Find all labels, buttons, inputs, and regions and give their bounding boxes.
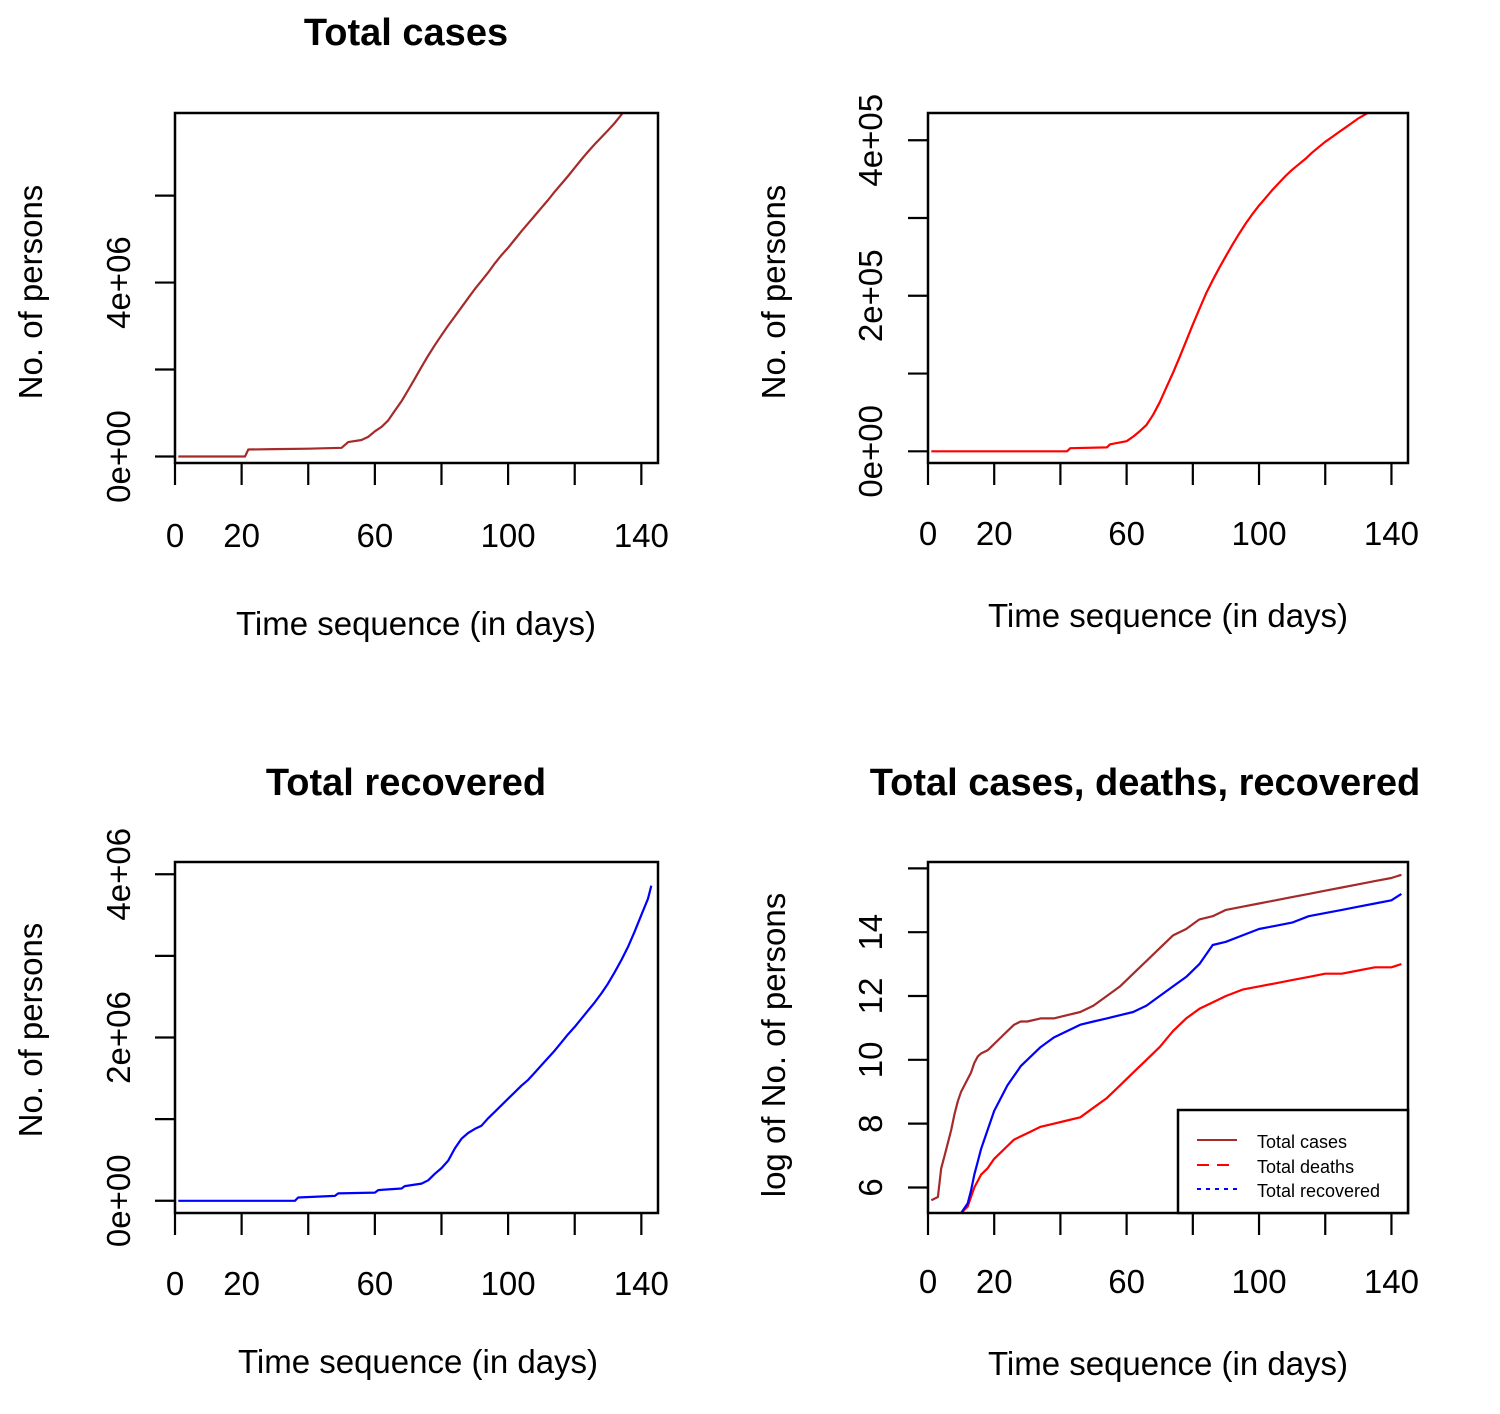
- y-tick-label: 0e+00: [100, 410, 137, 503]
- x-tick-label: 20: [976, 515, 1013, 552]
- y-tick-label: 14: [852, 914, 889, 951]
- series-line-total-recovered: [178, 885, 653, 1202]
- y-axis-label: No. of persons: [755, 185, 792, 400]
- plot-frame: [926, 111, 1410, 465]
- y-tick-label: 4e+06: [100, 236, 137, 329]
- plot-frame: [173, 111, 660, 465]
- x-axis-label: Time sequence (in days): [236, 605, 596, 642]
- y-tick-label: 12: [852, 978, 889, 1015]
- legend-label-total-deaths: Total deaths: [1257, 1157, 1354, 1177]
- series-line-total-deaths: [931, 113, 1370, 453]
- plot-frame: [926, 860, 1410, 1215]
- panel-total-recovered: Total recovered Time sequence (in days) …: [12, 762, 669, 1380]
- x-axis-label: Time sequence (in days): [988, 597, 1348, 634]
- chart-title: Total cases: [304, 12, 508, 54]
- chart-title: Total cases, deaths, recovered: [870, 762, 1421, 804]
- y-tick-label: 8: [852, 1114, 889, 1132]
- series-line-total-cases: [930, 873, 1402, 1202]
- x-tick-label: 140: [1364, 515, 1419, 552]
- series-line-total-deaths: [960, 963, 1402, 1213]
- x-tick-label: 140: [614, 517, 669, 554]
- x-tick-label: 100: [481, 1265, 536, 1302]
- series-group: [931, 113, 1370, 453]
- x-axis-label: Time sequence (in days): [238, 1343, 598, 1380]
- panel-total-deaths: Time sequence (in days) No. of persons 0…: [755, 94, 1419, 634]
- series-line-total-recovered: [960, 892, 1402, 1213]
- x-tick-label: 20: [223, 1265, 260, 1302]
- y-axis-label: log of No. of persons: [755, 893, 792, 1198]
- series-line-total-cases: [178, 113, 625, 458]
- series-group: [178, 113, 625, 458]
- x-tick-label: 60: [357, 1265, 394, 1302]
- y-tick-label: 10: [852, 1041, 889, 1078]
- x-tick-label: 100: [1232, 515, 1287, 552]
- x-tick-label: 60: [1108, 515, 1145, 552]
- y-tick-label: 4e+05: [852, 94, 889, 187]
- x-axis-label: Time sequence (in days): [988, 1345, 1348, 1382]
- y-axis-label: No. of persons: [12, 185, 49, 400]
- y-tick-label: 4e+06: [100, 828, 137, 921]
- x-tick-label: 20: [223, 517, 260, 554]
- legend-label-total-cases: Total cases: [1257, 1132, 1347, 1152]
- plot-frame: [173, 860, 660, 1215]
- y-tick-label: 0e+00: [100, 1154, 137, 1247]
- x-tick-label: 20: [976, 1263, 1013, 1300]
- legend-box: [1176, 1108, 1410, 1215]
- legend: Total cases Total deaths Total recovered: [1176, 1108, 1410, 1215]
- panel-log-combined: Total cases, deaths, recovered Time sequ…: [755, 762, 1420, 1382]
- panel-total-cases: Total cases Time sequence (in days) No. …: [12, 12, 669, 642]
- y-tick-label: 2e+06: [100, 991, 137, 1084]
- y-tick-label: 0e+00: [852, 405, 889, 498]
- x-tick-label: 60: [357, 517, 394, 554]
- x-tick-label: 0: [919, 1263, 937, 1300]
- series-group: [178, 885, 653, 1202]
- x-tick-label: 100: [1232, 1263, 1287, 1300]
- x-tick-label: 0: [919, 515, 937, 552]
- y-tick-label: 2e+05: [852, 249, 889, 342]
- legend-label-total-recovered: Total recovered: [1257, 1181, 1380, 1201]
- chart-title: Total recovered: [266, 762, 546, 804]
- x-tick-label: 100: [481, 517, 536, 554]
- x-tick-label: 0: [166, 517, 184, 554]
- x-tick-label: 140: [614, 1265, 669, 1302]
- x-tick-label: 140: [1364, 1263, 1419, 1300]
- y-tick-label: 6: [852, 1178, 889, 1196]
- x-tick-label: 0: [166, 1265, 184, 1302]
- series-group: [930, 873, 1402, 1213]
- x-tick-label: 60: [1108, 1263, 1145, 1300]
- y-axis-label: No. of persons: [12, 923, 49, 1138]
